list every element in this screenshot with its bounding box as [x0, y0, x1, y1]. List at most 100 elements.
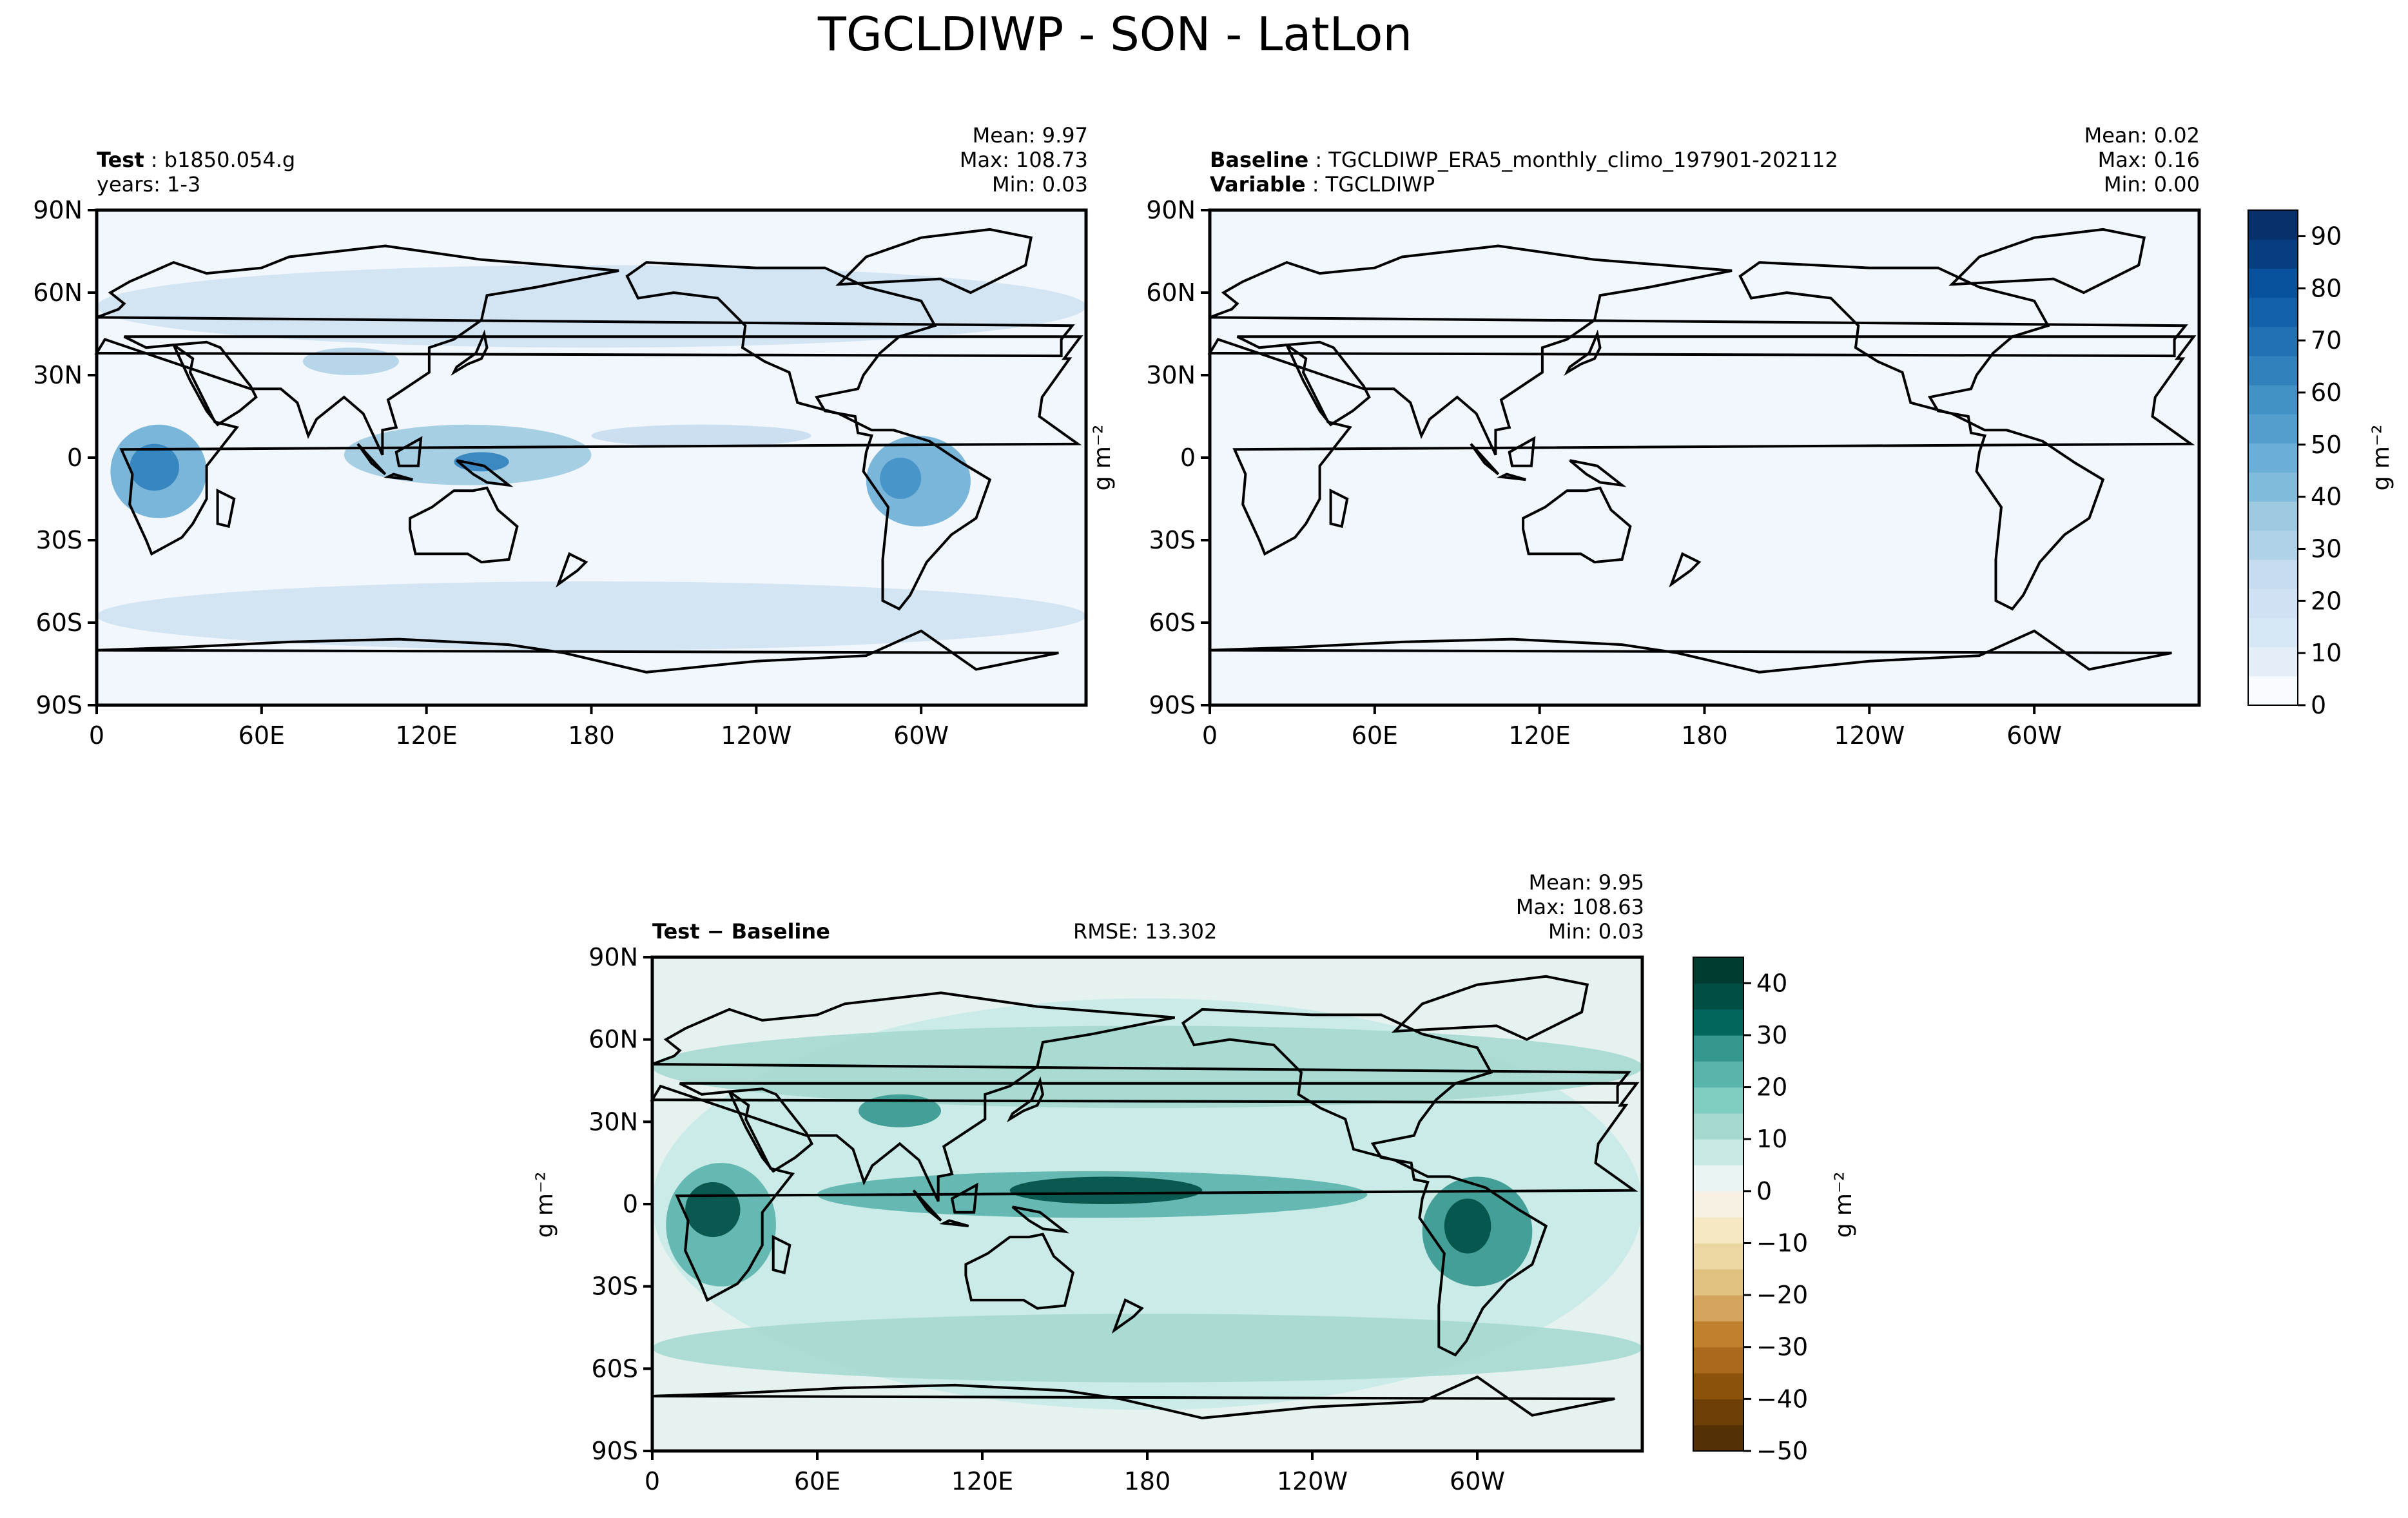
diff-yticks: 90N 60N 30N 0 30S 60S 90S [588, 943, 652, 1465]
baseline-yticks: 90N 60N 30N 0 30S 60S 90S [1146, 196, 1210, 719]
coastline [356, 443, 387, 476]
test-label-bold: Test [97, 148, 144, 172]
colorbar-swatch [1693, 1061, 1743, 1088]
colorbar-frame [2248, 209, 2298, 706]
field-contour [859, 1094, 941, 1127]
y-tick-label: 90N [588, 943, 638, 971]
coastline [1564, 329, 1602, 376]
colorbar-tick-label: 50 [2311, 431, 2342, 459]
x-tick-label: 0 [89, 721, 104, 750]
coastline [1497, 472, 1526, 482]
colorbar-tick-label: 40 [2311, 483, 2342, 511]
panel-baseline: Mean: 0.02 Max: 0.16 Min: 0.00 Baseline … [1089, 123, 2394, 750]
y-tick-label: 90S [592, 1437, 638, 1465]
colorbar-swatch [2248, 355, 2298, 385]
baseline-xticks: 0 60E 120E 180 120W 60W [1202, 705, 2062, 750]
colorbar-tick-label: 30 [2311, 534, 2342, 563]
y-tick-label: 30N [588, 1107, 638, 1136]
colorbar-tick-label: −30 [1756, 1333, 1808, 1361]
colorbar-swatch [2248, 326, 2298, 356]
baseline-label-sep: : [1308, 148, 1328, 172]
field-contour [97, 265, 1086, 348]
field-contour [302, 347, 400, 375]
x-tick-label: 120W [721, 721, 791, 750]
variable-label: Variable : TGCLDIWP [1210, 172, 1435, 197]
x-tick-label: 60E [1352, 721, 1398, 750]
colorbar-swatch [2248, 472, 2298, 502]
colorbar-swatch [1693, 1087, 1743, 1114]
colorbar-swatch [2248, 560, 2298, 589]
coastline [1329, 488, 1349, 529]
coastline [912, 1189, 942, 1222]
colorbar-tick-label: 20 [2311, 587, 2342, 615]
baseline-colorbar: 0 10 20 30 40 50 60 70 80 90 [2248, 209, 2342, 719]
baseline-map-bg [1210, 210, 2199, 705]
figure-title: TGCLDIWP - SON - LatLon [817, 7, 1412, 61]
field-contour [591, 424, 811, 447]
coastline [1011, 1205, 1069, 1234]
baseline-max: Max: 0.16 [2098, 148, 2200, 172]
coastline [772, 1234, 791, 1274]
field-contour [652, 1314, 1642, 1383]
y-tick-label: 0 [1180, 443, 1196, 472]
variable-label-value: TGCLDIWP [1325, 172, 1435, 197]
x-tick-label: 60E [794, 1467, 840, 1495]
colorbar-swatch [2248, 589, 2298, 619]
coastline [451, 329, 489, 376]
colorbar-swatch [1693, 1217, 1743, 1244]
test-max: Max: 108.73 [960, 148, 1088, 172]
x-tick-label: 120W [1277, 1467, 1348, 1495]
y-tick-label: 30S [1149, 526, 1196, 554]
test-years: years: 1-3 [97, 172, 200, 197]
y-tick-label: 90S [36, 691, 83, 719]
x-tick-label: 60W [1450, 1467, 1505, 1495]
diff-max: Max: 108.63 [1516, 895, 1644, 919]
field-contour [130, 443, 179, 491]
diff-map [650, 955, 1644, 1453]
colorbar-swatch [2248, 297, 2298, 327]
colorbar-swatch [2248, 385, 2298, 414]
colorbar-tick-label: 10 [2311, 639, 2342, 667]
x-tick-label: 60W [893, 721, 949, 750]
baseline-label-value: TGCLDIWP_ERA5_monthly_climo_197901-20211… [1328, 148, 1838, 172]
coastline [1522, 486, 1632, 564]
colorbar-swatch [2248, 530, 2298, 560]
coastline [216, 488, 236, 529]
test-label-sep: : [144, 148, 164, 172]
colorbar-swatch [1693, 1035, 1743, 1062]
field-contour [97, 581, 1086, 650]
y-tick-label: 60S [1149, 608, 1196, 637]
colorbar-tick-label: −40 [1756, 1385, 1808, 1413]
baseline-label: Baseline : TGCLDIWP_ERA5_monthly_climo_1… [1210, 148, 1838, 172]
coastline [96, 629, 1059, 674]
coastline [835, 228, 1033, 295]
colorbar-swatch [1693, 1347, 1743, 1374]
x-tick-label: 120W [1834, 721, 1905, 750]
colorbar-swatch [2248, 414, 2298, 444]
coastline [1669, 552, 1702, 588]
colorbar-swatch [1693, 1425, 1743, 1452]
colorbar-tick-label: 0 [1756, 1177, 1772, 1205]
y-tick-label: 30S [36, 526, 83, 554]
colorbar-swatch [1693, 1165, 1743, 1192]
diff-xticks: 0 60E 120E 180 120W 60W [645, 1451, 1505, 1495]
coastline [675, 1082, 1640, 1302]
coastline [556, 552, 588, 588]
test-mean: Mean: 9.97 [973, 123, 1088, 148]
panel-test: Mean: 9.97 Max: 108.73 Min: 0.03 Test : … [33, 123, 1088, 750]
x-tick-label: 120E [395, 721, 458, 750]
coastline [1470, 443, 1500, 476]
y-tick-label: 30N [33, 361, 83, 389]
coastline [1111, 1298, 1144, 1334]
baseline-min: Min: 0.00 [2104, 172, 2200, 197]
field-contour [652, 1026, 1642, 1109]
y-tick-label: 60N [588, 1026, 638, 1054]
field-contour [1009, 1176, 1203, 1204]
variable-label-bold: Variable [1210, 172, 1306, 197]
diff-label: Test − Baseline [652, 919, 830, 944]
colorbar-swatch [2248, 239, 2298, 269]
x-tick-label: 60W [2006, 721, 2062, 750]
colorbar-tick-label: −20 [1756, 1281, 1808, 1309]
diff-rmse: RMSE: 13.302 [1073, 919, 1217, 944]
test-map [94, 208, 1088, 707]
